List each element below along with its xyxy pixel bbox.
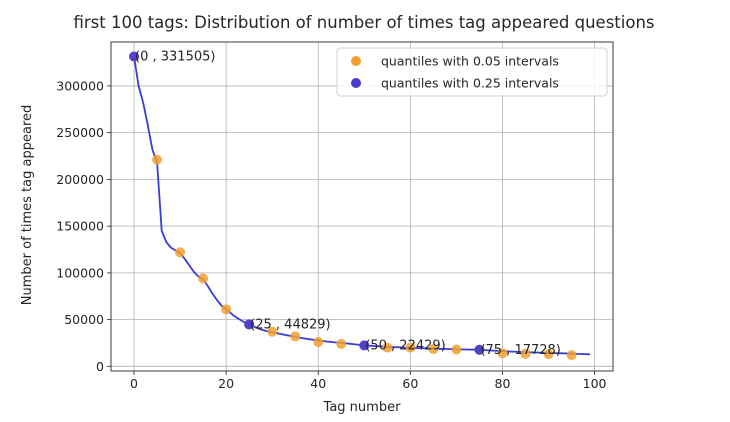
x-tick-label: 80 [495,376,511,391]
y-tick-label: 0 [96,359,104,374]
x-tick-label: 60 [402,376,418,391]
point-annotation: (0 , 331505) [135,49,215,64]
point-annotation: (25 , 44829) [250,317,330,332]
quantile-005-point [382,342,393,353]
y-tick-label: 250000 [56,125,104,140]
x-tick-label: 0 [130,376,138,391]
legend: quantiles with 0.05 intervals quantiles w… [336,47,608,97]
y-axis-label: Number of times tag appeared [20,105,35,305]
y-tick-label: 300000 [56,78,104,93]
ticks-layer: 0 20 40 60 80 100 0 50000 100000 150000 200000 2500… [56,78,606,391]
quantile-005-point [497,348,508,359]
y-tick-label: 100000 [56,265,104,280]
quantile-005-point [313,337,324,348]
y-tick-label: 50000 [64,312,104,327]
quantile-005-point [152,154,163,165]
legend-box [336,47,608,97]
quantile-005-point [267,326,278,337]
quantile-005-point [543,349,554,360]
plot-frame [110,41,614,372]
annotations-layer: (0 , 331505) (25 , 44829) (50 , 22429) (75 … [135,49,561,357]
x-tick-label: 20 [218,376,234,391]
point-annotation: (50 , 22429) [365,338,445,353]
quantile-025-point [359,340,370,351]
points-layer [129,51,577,361]
quantile-025-point [129,51,140,62]
quantile-005-point [405,342,416,353]
legend-marker [351,78,361,88]
x-axis-label: Tag number [323,400,402,415]
legend-marker [351,56,361,66]
y-tick-label: 150000 [56,219,104,234]
quantile-005-point [566,350,577,361]
x-tick-label: 40 [310,376,326,391]
chart-title: first 100 tags: Distribution of number o… [73,13,654,32]
quantile-005-point [221,304,232,315]
quantile-005-point [451,344,462,355]
quantile-005-point [428,344,439,355]
line-layer [133,56,591,356]
distribution-line [133,56,591,356]
quantile-005-point [336,338,347,349]
quantile-025-point [474,344,485,355]
quantile-005-point [520,348,531,359]
x-tick-label: 100 [583,376,607,391]
point-annotation: (75 , 17728) [480,343,560,358]
quantile-005-point [290,331,301,342]
legend-label: quantiles with 0.25 intervals [381,76,559,91]
legend-label: quantiles with 0.05 intervals [381,54,559,69]
quantile-005-point [198,273,209,284]
quantile-025-point [244,319,255,330]
axes-layer [110,41,614,372]
y-tick-label: 200000 [56,172,104,187]
quantile-005-point [175,247,186,258]
